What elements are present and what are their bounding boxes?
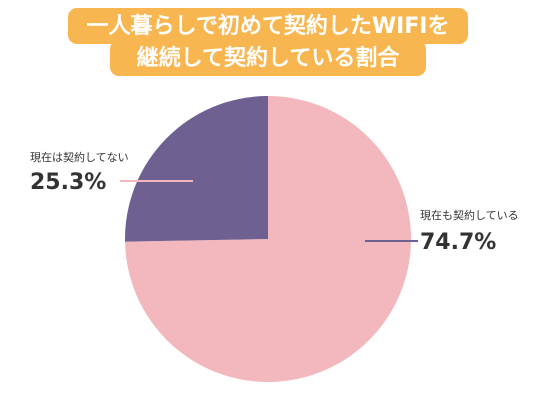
title-box xyxy=(110,40,426,76)
title-box xyxy=(68,8,468,44)
chart-title: 一人暮らしで初めて契約したWIFIを xyxy=(86,13,449,39)
category-label: 現在も契約している xyxy=(420,208,519,222)
value-label: 25.3% xyxy=(30,170,106,195)
chart-title: 継続して契約している割合 xyxy=(137,45,401,71)
category-label: 現在は契約してない xyxy=(30,150,129,164)
value-label: 74.7% xyxy=(420,230,496,255)
pie-slice xyxy=(125,96,412,382)
pie-slice xyxy=(125,96,269,242)
